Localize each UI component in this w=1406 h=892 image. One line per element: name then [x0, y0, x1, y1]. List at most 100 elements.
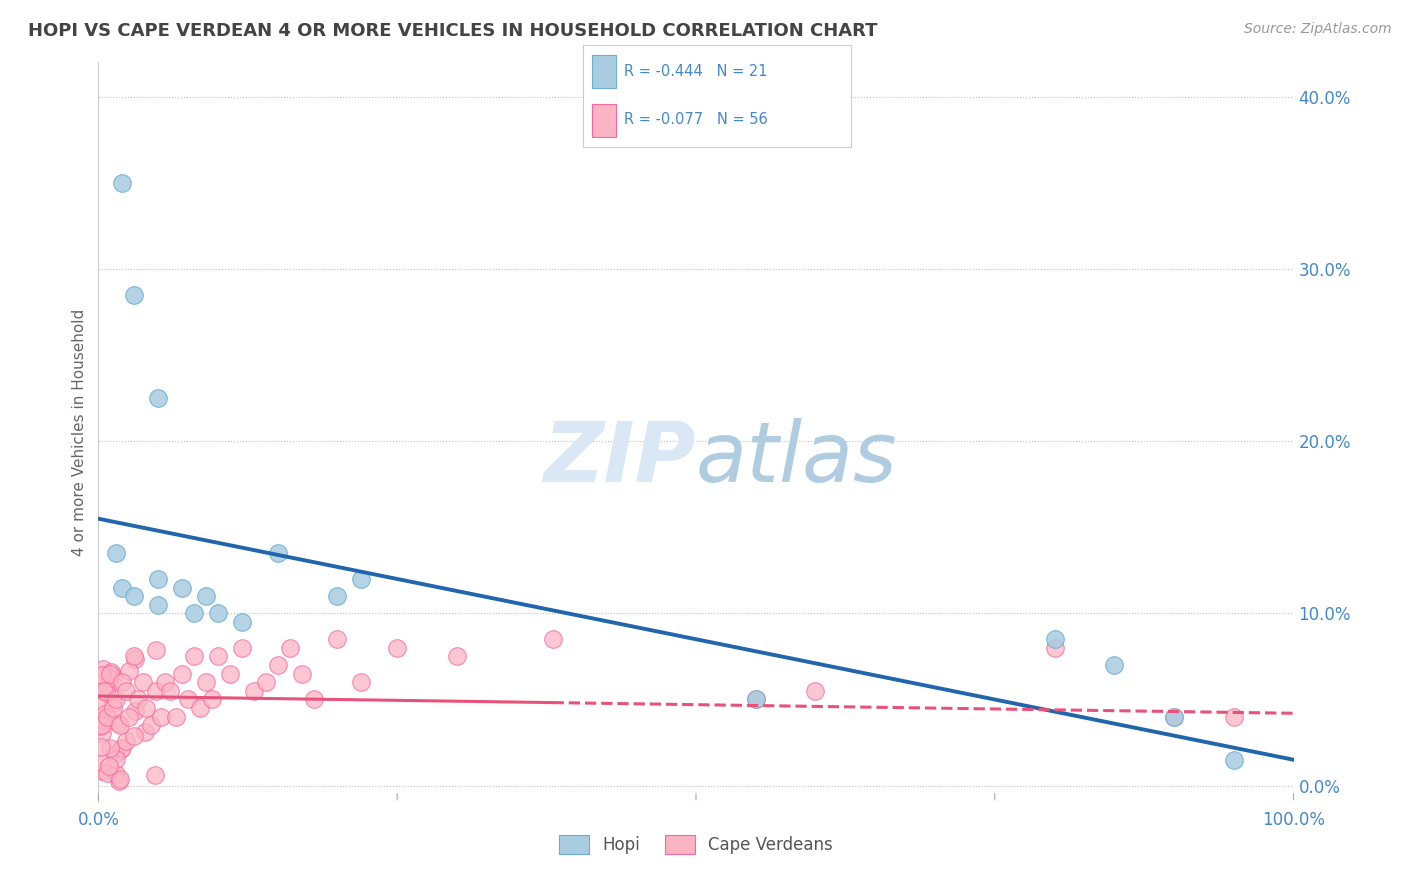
Point: [195, 589, 218, 603]
Point: [183, 607, 205, 621]
Legend: Hopi, Cape Verdeans: Hopi, Cape Verdeans: [553, 829, 839, 861]
Point: [291, 666, 314, 681]
Point: [350, 675, 373, 690]
Point: [148, 598, 170, 612]
Point: [172, 666, 194, 681]
Point: [745, 692, 768, 706]
Point: [108, 718, 131, 732]
Point: [804, 684, 827, 698]
Point: [110, 741, 132, 756]
Point: [207, 649, 229, 664]
Point: [110, 742, 132, 756]
Text: ZIP: ZIP: [543, 418, 696, 499]
FancyBboxPatch shape: [592, 55, 616, 88]
Point: [97, 671, 120, 685]
Text: 100.0%: 100.0%: [1263, 812, 1324, 830]
FancyBboxPatch shape: [592, 103, 616, 137]
Point: [183, 649, 205, 664]
Point: [111, 581, 134, 595]
Point: [302, 692, 325, 706]
Point: [267, 658, 290, 673]
Point: [104, 751, 127, 765]
Point: [159, 684, 181, 698]
Point: [219, 666, 242, 681]
Point: [195, 675, 218, 690]
Point: [135, 701, 157, 715]
Point: [93, 713, 115, 727]
Point: [124, 288, 146, 302]
Point: [105, 546, 128, 560]
Text: 0.0%: 0.0%: [77, 812, 120, 830]
Point: [96, 766, 118, 780]
Point: [177, 692, 200, 706]
Point: [101, 669, 124, 683]
Point: [155, 675, 177, 690]
Point: [96, 681, 118, 695]
Text: R = -0.077   N = 56: R = -0.077 N = 56: [624, 112, 768, 128]
Point: [326, 589, 349, 603]
Point: [104, 767, 127, 781]
Point: [745, 692, 768, 706]
Text: atlas: atlas: [696, 418, 897, 499]
Point: [104, 747, 127, 762]
Point: [207, 607, 229, 621]
Point: [111, 176, 134, 190]
Point: [134, 725, 156, 739]
Point: [1223, 709, 1246, 723]
Point: [114, 733, 136, 747]
Point: [94, 685, 117, 699]
Point: [108, 774, 131, 789]
Point: [111, 675, 134, 690]
Point: [1163, 709, 1185, 723]
Point: [91, 764, 114, 778]
Point: [165, 709, 187, 723]
Point: [1163, 709, 1185, 723]
Text: Source: ZipAtlas.com: Source: ZipAtlas.com: [1244, 22, 1392, 37]
Point: [98, 741, 121, 756]
Point: [127, 692, 149, 706]
Point: [101, 696, 124, 710]
Point: [143, 768, 166, 782]
Point: [131, 675, 153, 690]
Text: R = -0.444   N = 21: R = -0.444 N = 21: [624, 63, 768, 78]
Point: [124, 704, 146, 718]
Point: [124, 651, 146, 665]
Point: [100, 665, 122, 680]
Point: [91, 718, 114, 732]
Point: [118, 665, 141, 679]
Text: HOPI VS CAPE VERDEAN 4 OR MORE VEHICLES IN HOUSEHOLD CORRELATION CHART: HOPI VS CAPE VERDEAN 4 OR MORE VEHICLES …: [28, 22, 877, 40]
Point: [145, 684, 167, 698]
Point: [139, 718, 162, 732]
Point: [105, 692, 128, 706]
Point: [326, 632, 349, 647]
Point: [267, 546, 290, 560]
Point: [124, 589, 146, 603]
Point: [118, 709, 141, 723]
Point: [243, 684, 266, 698]
Point: [91, 725, 114, 739]
Y-axis label: 4 or more Vehicles in Household: 4 or more Vehicles in Household: [72, 309, 87, 557]
Point: [1104, 658, 1126, 673]
Point: [91, 668, 114, 682]
Point: [107, 715, 129, 730]
Point: [124, 649, 146, 664]
Point: [93, 684, 115, 698]
Point: [231, 615, 253, 629]
Point: [541, 632, 564, 647]
Point: [278, 640, 301, 655]
Point: [91, 756, 114, 771]
Point: [98, 666, 122, 681]
Point: [148, 391, 170, 405]
Point: [97, 759, 120, 773]
Point: [90, 739, 112, 754]
Point: [231, 640, 253, 655]
Point: [91, 662, 114, 676]
Point: [1043, 632, 1066, 647]
Point: [201, 692, 224, 706]
Point: [145, 642, 167, 657]
Point: [110, 772, 132, 787]
Point: [149, 709, 172, 723]
Point: [172, 581, 194, 595]
Point: [122, 730, 145, 744]
Point: [94, 706, 117, 721]
